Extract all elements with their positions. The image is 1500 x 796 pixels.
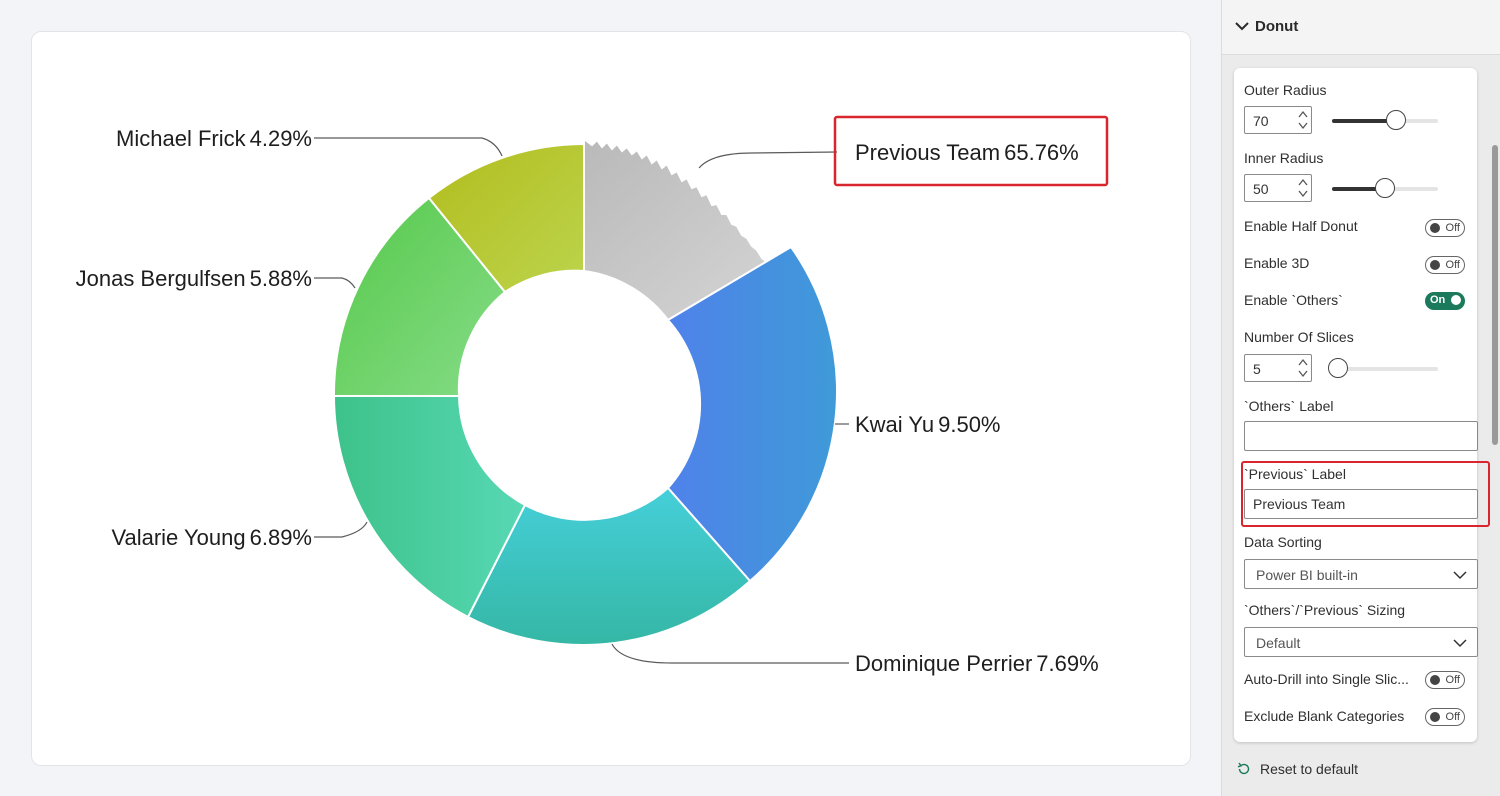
label-dominique-perrier: Dominique Perrier 7.69%	[855, 651, 1099, 676]
half-donut-toggle[interactable]: Off	[1425, 219, 1465, 237]
outer-radius-slider[interactable]	[1332, 110, 1438, 130]
toggle-state: On	[1430, 294, 1446, 306]
number-of-slices-slider[interactable]	[1328, 358, 1438, 378]
slice-kwai-yu[interactable]	[666, 245, 838, 583]
previous-team-highlight	[833, 115, 1109, 187]
pane-scrollbar[interactable]	[1492, 145, 1498, 445]
outer-radius-stepper[interactable]: 70	[1244, 106, 1312, 134]
stepper-arrows-icon[interactable]	[1297, 357, 1309, 379]
enable-others-label: Enable `Others`	[1244, 292, 1343, 308]
toggle-state: Off	[1445, 711, 1460, 723]
enable-others-toggle[interactable]: On	[1425, 292, 1465, 310]
chevron-down-icon	[1453, 639, 1467, 648]
slice-previous-team[interactable]	[583, 137, 792, 322]
data-sorting-label: Data Sorting	[1244, 534, 1322, 550]
others-label-label: `Others` Label	[1244, 398, 1334, 414]
stepper-arrows-icon[interactable]	[1297, 177, 1309, 199]
number-of-slices-value: 5	[1253, 361, 1261, 377]
previous-label-highlight	[1241, 461, 1490, 527]
outer-radius-value: 70	[1253, 113, 1269, 129]
sizing-value: Default	[1256, 635, 1301, 651]
reset-icon	[1237, 762, 1250, 775]
stepper-arrows-icon[interactable]	[1297, 109, 1309, 131]
reset-label: Reset to default	[1260, 761, 1359, 777]
label-michael-frick: Michael Frick 4.29%	[116, 126, 312, 151]
donut-settings-card: Outer Radius 70 Inner Radius 50 Enable H…	[1234, 68, 1490, 742]
sizing-dropdown[interactable]: Default	[1244, 627, 1478, 657]
number-of-slices-slider-thumb[interactable]	[1328, 358, 1348, 378]
toggle-state: Off	[1445, 674, 1460, 686]
slice-dominique-perrier[interactable]	[466, 486, 752, 646]
exclude-blank-label: Exclude Blank Categories	[1244, 708, 1405, 724]
toggle-knob	[1451, 295, 1461, 305]
chevron-down-icon	[1453, 571, 1467, 580]
toggle-knob	[1430, 712, 1440, 722]
number-of-slices-label: Number Of Slices	[1244, 329, 1354, 345]
leader-jonas-bergulfsen	[314, 277, 356, 289]
label-valarie-young: Valarie Young 6.89%	[111, 525, 312, 550]
outer-radius-slider-fill	[1332, 119, 1396, 123]
label-jonas-bergulfsen: Jonas Bergulfsen 5.88%	[76, 266, 312, 291]
toggle-state: Off	[1445, 259, 1460, 271]
inner-radius-slider-thumb[interactable]	[1375, 178, 1395, 198]
data-sorting-dropdown[interactable]: Power BI built-in	[1244, 559, 1478, 589]
inner-radius-label: Inner Radius	[1244, 150, 1324, 166]
label-kwai-yu: Kwai Yu 9.50%	[855, 412, 1001, 437]
previous-label-label: `Previous` Label	[1244, 466, 1346, 482]
enable-3d-label: Enable 3D	[1244, 255, 1310, 271]
auto-drill-label: Auto-Drill into Single Slic...	[1244, 671, 1409, 687]
data-sorting-value: Power BI built-in	[1256, 567, 1358, 583]
slice-michael-frick[interactable]	[427, 142, 585, 294]
slice-valarie-young[interactable]	[332, 395, 527, 619]
exclude-blank-toggle[interactable]: Off	[1425, 708, 1465, 726]
others-label-input[interactable]	[1244, 421, 1478, 451]
toggle-knob	[1430, 223, 1440, 233]
toggle-knob	[1430, 260, 1440, 270]
leader-michael-frick	[314, 137, 503, 157]
inner-radius-slider[interactable]	[1332, 178, 1438, 198]
number-of-slices-stepper[interactable]: 5	[1244, 354, 1312, 382]
outer-radius-slider-thumb[interactable]	[1386, 110, 1406, 130]
toggle-state: Off	[1445, 222, 1460, 234]
format-pane: Donut Outer Radius 70 Inner Radius 50 En…	[1221, 0, 1500, 796]
chevron-down-icon	[1235, 22, 1249, 31]
donut-chart-card: Previous Team 65.76% Kwai Yu 9.50% Dominiq…	[31, 31, 1191, 766]
auto-drill-toggle[interactable]: Off	[1425, 671, 1465, 689]
donut-section-header[interactable]: Donut	[1222, 0, 1500, 55]
label-previous-team: Previous Team 65.76%	[855, 140, 1079, 165]
toggle-knob	[1430, 675, 1440, 685]
leader-previous-team	[698, 151, 838, 169]
inner-radius-slider-fill	[1332, 187, 1385, 191]
inner-radius-value: 50	[1253, 181, 1269, 197]
enable-3d-toggle[interactable]: Off	[1425, 256, 1465, 274]
sizing-label: `Others`/`Previous` Sizing	[1244, 602, 1406, 618]
inner-radius-stepper[interactable]: 50	[1244, 174, 1312, 202]
outer-radius-label: Outer Radius	[1244, 82, 1327, 98]
previous-label-input[interactable]	[1244, 489, 1478, 519]
section-title: Donut	[1255, 18, 1299, 35]
slice-jonas-bergulfsen[interactable]	[332, 196, 507, 397]
leader-valarie-young	[314, 521, 368, 538]
leader-dominique-perrier	[611, 643, 849, 664]
donut-chart: Previous Team 65.76% Kwai Yu 9.50% Dominiq…	[76, 115, 1109, 676]
half-donut-label: Enable Half Donut	[1244, 218, 1358, 234]
